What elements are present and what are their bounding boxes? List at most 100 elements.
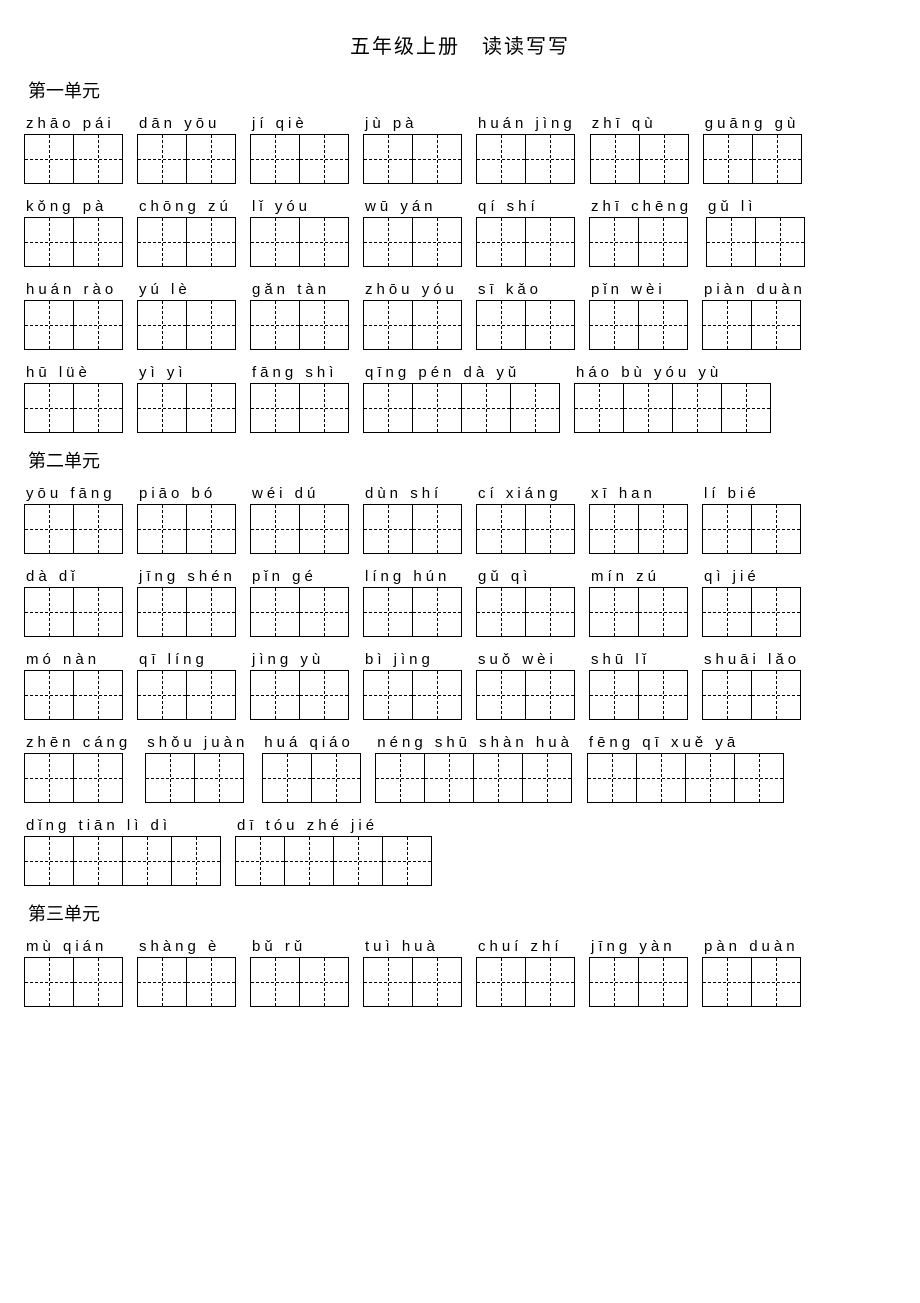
- pinyin-label: qī líng: [137, 651, 236, 668]
- word-block: shǒu juàn: [145, 734, 248, 803]
- character-cell: [574, 383, 624, 433]
- pinyin-label: cí xiáng: [476, 485, 575, 502]
- character-grid: [363, 587, 462, 637]
- character-cell: [525, 587, 575, 637]
- word-block: yú lè: [137, 281, 236, 350]
- pinyin-label: pǐn gé: [250, 568, 349, 585]
- character-cell: [24, 504, 74, 554]
- word-block: bì jìng: [363, 651, 462, 720]
- character-grid: [250, 134, 349, 184]
- character-grid: [250, 587, 349, 637]
- pinyin-label: pàn duàn: [702, 938, 801, 955]
- character-grid: [589, 957, 688, 1007]
- character-grid: [137, 670, 236, 720]
- word-block: shàng è: [137, 938, 236, 1007]
- pinyin-label: gǔ qì: [476, 568, 575, 585]
- character-grid: [590, 134, 689, 184]
- character-cell: [333, 836, 383, 886]
- character-cell: [73, 383, 123, 433]
- pinyin-label: lí bié: [702, 485, 801, 502]
- character-cell: [412, 217, 462, 267]
- character-grid: [574, 383, 771, 433]
- character-grid: [375, 753, 573, 803]
- character-cell: [751, 300, 801, 350]
- character-cell: [589, 217, 639, 267]
- character-cell: [24, 587, 74, 637]
- character-cell: [751, 670, 801, 720]
- character-cell: [721, 383, 771, 433]
- pinyin-label: yōu fāng: [24, 485, 123, 502]
- character-cell: [137, 587, 187, 637]
- character-grid: [363, 383, 560, 433]
- word-block: líng hún: [363, 568, 462, 637]
- word-block: suǒ wèi: [476, 651, 575, 720]
- word-row: mù qiánshàng èbǔ rǔtuì huàchuí zhíjīng y…: [24, 938, 896, 1007]
- word-block: gǔ lì: [706, 198, 805, 267]
- character-cell: [589, 957, 639, 1007]
- word-row: kǒng pàchōng zúlǐ yóuwū yánqí shízhī chē…: [24, 198, 896, 267]
- character-cell: [299, 134, 349, 184]
- character-cell: [299, 670, 349, 720]
- pinyin-label: qí shí: [476, 198, 575, 215]
- character-cell: [510, 383, 560, 433]
- character-grid: [476, 504, 575, 554]
- worksheet-content: 第一单元zhāo páidān yōují qièjù pàhuán jìngz…: [24, 77, 896, 1007]
- character-cell: [250, 383, 300, 433]
- pinyin-label: huán jìng: [476, 115, 576, 132]
- character-cell: [24, 300, 74, 350]
- pinyin-label: gǎn tàn: [250, 281, 349, 298]
- word-block: xī han: [589, 485, 688, 554]
- word-row: zhēn cángshǒu juànhuá qiáonéng shū shàn …: [24, 734, 896, 803]
- character-cell: [137, 300, 187, 350]
- character-cell: [250, 504, 300, 554]
- word-block: qī líng: [137, 651, 236, 720]
- character-cell: [672, 383, 722, 433]
- character-cell: [587, 753, 637, 803]
- character-cell: [299, 957, 349, 1007]
- character-grid: [24, 957, 123, 1007]
- pinyin-label: huá qiáo: [262, 734, 361, 751]
- character-cell: [473, 753, 523, 803]
- character-cell: [24, 670, 74, 720]
- character-grid: [363, 300, 462, 350]
- character-cell: [476, 670, 526, 720]
- word-block: pǐn gé: [250, 568, 349, 637]
- pinyin-label: dà dǐ: [24, 568, 123, 585]
- character-grid: [703, 134, 802, 184]
- character-cell: [250, 587, 300, 637]
- character-grid: [363, 504, 462, 554]
- section-heading: 第二单元: [28, 447, 896, 473]
- character-grid: [262, 753, 361, 803]
- character-cell: [412, 670, 462, 720]
- word-block: wū yán: [363, 198, 462, 267]
- character-cell: [382, 836, 432, 886]
- character-cell: [638, 957, 688, 1007]
- character-cell: [751, 587, 801, 637]
- character-cell: [24, 217, 74, 267]
- character-cell: [73, 836, 123, 886]
- character-grid: [589, 587, 688, 637]
- character-cell: [262, 753, 312, 803]
- word-block: mù qián: [24, 938, 123, 1007]
- word-block: huán rào: [24, 281, 123, 350]
- word-block: jìng yù: [250, 651, 349, 720]
- word-block: jīng yàn: [589, 938, 688, 1007]
- character-cell: [194, 753, 244, 803]
- character-cell: [702, 504, 752, 554]
- character-grid: [702, 504, 801, 554]
- character-cell: [589, 587, 639, 637]
- character-grid: [137, 504, 236, 554]
- pinyin-label: mù qián: [24, 938, 123, 955]
- character-grid: [24, 587, 123, 637]
- character-cell: [235, 836, 285, 886]
- character-grid: [137, 217, 236, 267]
- character-cell: [476, 587, 526, 637]
- word-block: dùn shí: [363, 485, 462, 554]
- pinyin-label: gǔ lì: [706, 198, 805, 215]
- character-grid: [250, 383, 349, 433]
- character-cell: [638, 587, 688, 637]
- character-cell: [638, 217, 688, 267]
- word-row: hū lüèyì yìfāng shìqīng pén dà yǔháo bù …: [24, 364, 896, 433]
- word-block: zhāo pái: [24, 115, 123, 184]
- character-grid: [235, 836, 432, 886]
